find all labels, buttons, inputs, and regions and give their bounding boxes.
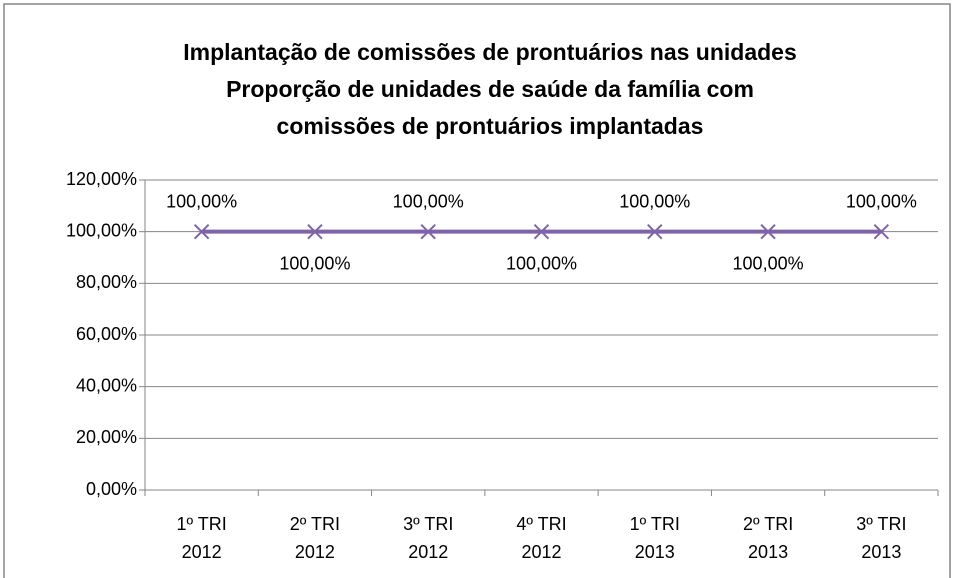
chart-title: Proporção de unidades de saúde da famíli… (226, 76, 754, 102)
marker (193, 223, 210, 240)
x-tick-label: 2013 (861, 542, 901, 562)
x-tick-label: 1º TRI (177, 514, 227, 534)
marker (647, 223, 663, 240)
marker (533, 223, 550, 240)
y-tick-label: 100,00% (66, 220, 137, 240)
marker (760, 223, 776, 240)
x-tick-label: 2012 (295, 542, 335, 562)
y-tick-label: 20,00% (76, 427, 137, 447)
x-tick-label: 2012 (182, 542, 222, 562)
x-tick-label: 2º TRI (743, 514, 793, 534)
x-tick-label: 3º TRI (856, 514, 906, 534)
x-tick-label: 2012 (521, 542, 561, 562)
data-label: 100,00% (733, 253, 804, 273)
data-label: 100,00% (846, 191, 917, 211)
marker (420, 223, 436, 240)
x-tick-label: 3º TRI (403, 514, 453, 534)
x-tick-label: 2013 (748, 542, 788, 562)
x-tick-label: 2º TRI (290, 514, 340, 534)
data-label: 100,00% (393, 191, 464, 211)
x-tick-label: 2012 (408, 542, 448, 562)
marker (307, 223, 323, 240)
y-tick-label: 40,00% (76, 375, 137, 395)
chart-frame (3, 3, 951, 578)
marker (873, 223, 890, 240)
data-label: 100,00% (166, 191, 237, 211)
chart-title: Implantação de comissões de prontuários … (183, 39, 797, 65)
x-tick-label: 1º TRI (630, 514, 680, 534)
y-tick-label: 0,00% (86, 479, 137, 499)
data-label: 100,00% (619, 191, 690, 211)
x-tick-label: 2013 (635, 542, 675, 562)
y-tick-label: 120,00% (66, 169, 137, 189)
y-tick-label: 60,00% (76, 324, 137, 344)
chart-title: comissões de prontuários implantadas (277, 113, 704, 139)
data-label: 100,00% (506, 253, 577, 273)
y-tick-label: 80,00% (76, 272, 137, 292)
data-label: 100,00% (279, 253, 350, 273)
x-tick-label: 4º TRI (516, 514, 566, 534)
